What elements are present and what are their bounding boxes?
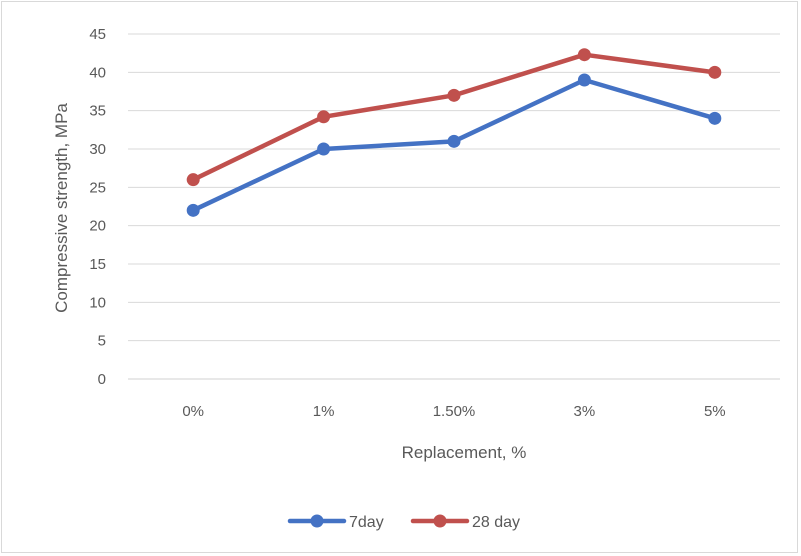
x-tick-label: 5%	[704, 403, 726, 420]
y-axis-title: Compressive strength, MPa	[52, 103, 71, 313]
x-axis-title: Replacement, %	[402, 443, 527, 462]
legend-item: 28 day	[410, 514, 520, 531]
data-point	[708, 111, 722, 125]
y-tick-label: 30	[89, 141, 106, 158]
x-tick-label: 0%	[182, 403, 204, 420]
y-tick-label: 0	[98, 371, 106, 388]
data-point	[186, 203, 200, 217]
y-axis-tick-labels: 0 5 10 15 20 25 30 35 40 45	[89, 26, 106, 388]
series-lines	[186, 48, 722, 217]
legend-item: 7day	[287, 514, 384, 531]
legend-swatch-marker	[433, 514, 447, 528]
gridlines	[128, 33, 780, 380]
data-point	[577, 48, 591, 62]
y-tick-label: 5	[98, 333, 106, 350]
legend-swatch-marker	[310, 514, 324, 528]
data-point	[317, 110, 331, 124]
legend: 7day 28 day	[287, 514, 520, 531]
y-tick-label: 35	[89, 103, 106, 120]
series-line	[190, 52, 718, 182]
y-tick-label: 20	[89, 218, 106, 235]
x-axis-tick-labels: 0% 1% 1.50% 3% 5%	[182, 403, 725, 420]
legend-label: 7day	[349, 514, 384, 531]
y-tick-label: 40	[89, 64, 106, 81]
data-point	[708, 65, 722, 79]
y-tick-label: 10	[89, 294, 106, 311]
series-2	[186, 48, 722, 187]
y-tick-label: 25	[89, 179, 106, 196]
data-point	[447, 88, 461, 102]
x-tick-label: 3%	[574, 403, 596, 420]
x-tick-label: 1%	[313, 403, 335, 420]
x-tick-label: 1.50%	[433, 403, 476, 420]
data-point	[186, 173, 200, 187]
series-1	[186, 73, 722, 217]
data-point	[577, 73, 591, 87]
data-point	[317, 142, 331, 156]
data-point	[447, 134, 461, 148]
y-tick-label: 15	[89, 256, 106, 273]
y-tick-label: 45	[89, 26, 106, 43]
legend-label: 28 day	[472, 514, 520, 531]
